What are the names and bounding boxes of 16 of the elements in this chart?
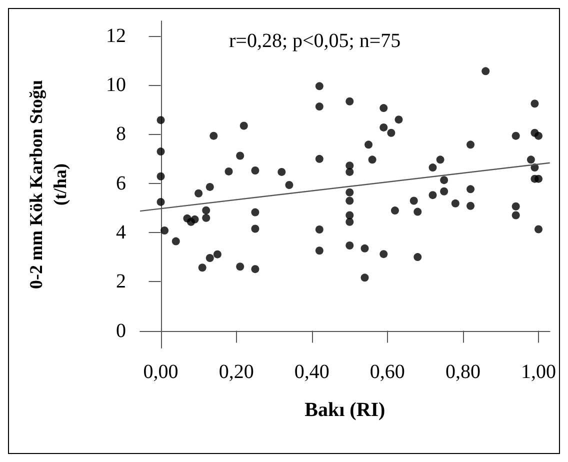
- y-tick-label: 10: [106, 74, 126, 96]
- y-tick-label: 0: [116, 320, 126, 342]
- y-tick-label: 2: [116, 270, 126, 293]
- y-axis-title: 0-2 mm Kök Karbon Stoğu (t/ha): [26, 80, 70, 290]
- annotation: r=0,28; p<0,05; n=75: [229, 30, 401, 52]
- x-tick-label: 1,00: [521, 361, 556, 383]
- x-axis-title: Bakı (RI): [304, 399, 386, 421]
- y-tick-label: 4: [116, 221, 126, 244]
- x-tick-label: 0,80: [445, 361, 480, 383]
- x-tick-label: 0,20: [218, 361, 254, 383]
- y-tick-label: 6: [116, 172, 126, 194]
- x-tick-label: 0,40: [294, 361, 330, 383]
- x-tick-label: 0,00: [143, 361, 178, 383]
- x-tick-label: 0,60: [370, 361, 405, 383]
- y-tick-label: 12: [106, 24, 126, 47]
- y-tick-label: 8: [116, 123, 126, 146]
